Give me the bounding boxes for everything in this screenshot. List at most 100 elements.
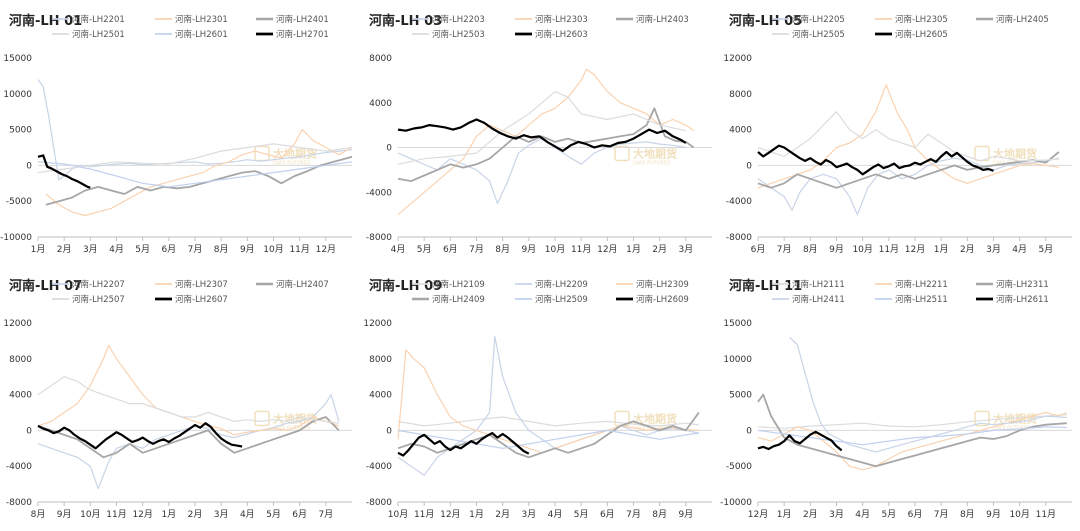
series-line-河南-LH2503 xyxy=(397,90,686,165)
watermark-icon xyxy=(614,145,630,162)
series-line-河南-LH2411 xyxy=(788,336,1067,453)
series-line-河南-LH2309 xyxy=(397,349,699,454)
legend-label: 河南-LH2409 xyxy=(432,294,485,305)
legend-item: 河南-LH2211 xyxy=(875,279,948,290)
y-tick-label: -4000 xyxy=(726,197,752,207)
x-tick-label: 12月 xyxy=(905,244,925,255)
legend-item: 河南-LH2609 xyxy=(616,294,689,305)
series-line-河南-LH2205 xyxy=(757,157,1060,216)
watermark-icon xyxy=(974,410,990,427)
legend-item: 河南-LH2311 xyxy=(976,279,1049,290)
y-tick-label: -8000 xyxy=(366,498,392,508)
legend-label: 河南-LH2311 xyxy=(996,279,1049,290)
series-line-河南-LH2603 xyxy=(397,118,687,152)
y-tick-label: 15000 xyxy=(3,54,32,64)
y-tick-label: 0 xyxy=(26,426,32,436)
series-line-河南-LH2203 xyxy=(397,138,686,204)
x-tick-label: 3月 xyxy=(214,509,229,520)
watermark-icon xyxy=(254,410,270,427)
x-tick-label: 4月 xyxy=(240,509,255,520)
legend-label: 河南-LH2503 xyxy=(432,29,485,40)
x-tick-label: 1月 xyxy=(777,509,792,520)
y-tick-label: 0 xyxy=(26,161,32,171)
x-tick-label: 10月 xyxy=(263,244,283,255)
y-tick-label: -10000 xyxy=(0,233,32,243)
legend-item: 河南-LH2405 xyxy=(976,14,1049,25)
x-tick-label: 9月 xyxy=(57,509,72,520)
x-tick-label: 8月 xyxy=(652,509,667,520)
y-tick-label: 0 xyxy=(746,426,752,436)
legend-label: 河南-LH2305 xyxy=(895,14,948,25)
y-tick-label: 4000 xyxy=(729,126,752,136)
series-line-河南-LH2501 xyxy=(37,143,353,174)
x-tick-label: 12月 xyxy=(748,509,768,520)
x-tick-label: 8月 xyxy=(803,244,818,255)
x-tick-label: 4月 xyxy=(391,244,406,255)
x-tick-label: 12月 xyxy=(132,509,152,520)
legend-item: 河南-LH2111 xyxy=(772,279,845,290)
x-tick-label: 9月 xyxy=(986,509,1001,520)
legend-item: 河南-LH2511 xyxy=(875,294,948,305)
series-line-河南-LH2303 xyxy=(397,68,695,216)
watermark-text: 大地期货 xyxy=(993,146,1037,160)
y-tick-label: 8000 xyxy=(369,355,392,365)
chart-title: 河南-LH 07 xyxy=(9,278,82,294)
y-tick-label: 12000 xyxy=(723,54,752,64)
x-tick-label: 3月 xyxy=(678,244,693,255)
legend-item: 河南-LH2503 xyxy=(412,29,485,40)
series-line-河南-LH2701 xyxy=(37,154,91,189)
x-tick-label: 6月 xyxy=(443,244,458,255)
chart-title: 河南-LH 11 xyxy=(729,278,802,294)
series-line-河南-LH2509 xyxy=(397,429,699,449)
chart-panel-3: 河南-LH 05 大地期货 DADI FUTURES 12000 8000 4000 0 -4… xyxy=(720,0,1080,265)
x-tick-label: 7月 xyxy=(469,244,484,255)
series-line-河南-LH2201 xyxy=(37,79,353,181)
y-tick-label: 12000 xyxy=(3,319,32,329)
series-line-河南-LH2305 xyxy=(757,84,1059,189)
x-tick-label: 8月 xyxy=(960,509,975,520)
x-tick-label: 4月 xyxy=(109,244,124,255)
x-tick-label: 2月 xyxy=(495,509,510,520)
legend-item: 河南-LH2401 xyxy=(256,14,329,25)
x-tick-label: 2月 xyxy=(57,244,72,255)
legend-item: 河南-LH2505 xyxy=(772,29,845,40)
x-tick-label: 1月 xyxy=(626,244,641,255)
series-line-河南-LH2311 xyxy=(757,393,1067,468)
chart-panel-1: 河南-LH 01 大地期货 DADI FUTURES 15000 10000 5000 0 -… xyxy=(0,0,360,265)
x-tick-label: 5月 xyxy=(574,509,589,520)
legend-label: 河南-LH2611 xyxy=(996,294,1049,305)
watermark-text: 大地期货 xyxy=(633,411,677,425)
legend-label: 河南-LH2509 xyxy=(535,294,588,305)
legend-item: 河南-LH2605 xyxy=(875,29,948,40)
x-tick-label: 11月 xyxy=(289,244,309,255)
x-tick-label: 10月 xyxy=(852,244,872,255)
x-tick-label: 10月 xyxy=(545,244,565,255)
legend-label: 河南-LH2601 xyxy=(175,29,228,40)
x-tick-label: 4月 xyxy=(548,509,563,520)
series-line-河南-LH2611 xyxy=(757,430,843,452)
x-tick-label: 10月 xyxy=(388,509,408,520)
x-tick-label: 5月 xyxy=(881,509,896,520)
legend-item: 河南-LH2701 xyxy=(256,29,329,40)
legend-item: 河南-LH2611 xyxy=(976,294,1049,305)
legend-item: 河南-LH2203 xyxy=(412,14,485,25)
x-tick-label: 5月 xyxy=(135,244,150,255)
x-tick-label: 9月 xyxy=(829,244,844,255)
y-tick-label: 0 xyxy=(386,426,392,436)
legend-item: 河南-LH2507 xyxy=(52,294,125,305)
y-tick-label: 0 xyxy=(746,161,752,171)
legend-item: 河南-LH2509 xyxy=(515,294,588,305)
x-tick-label: 2月 xyxy=(188,509,203,520)
x-tick-label: 1月 xyxy=(934,244,949,255)
legend-item: 河南-LH2301 xyxy=(155,14,228,25)
y-tick-label: -8000 xyxy=(366,233,392,243)
x-tick-label: 9月 xyxy=(521,244,536,255)
y-tick-label: 4000 xyxy=(9,391,32,401)
chart-panel-4: 河南-LH 07 大地期货 DADI FUTURES 12000 8000 4000 0 -4… xyxy=(0,265,360,530)
legend-label: 河南-LH2403 xyxy=(636,14,689,25)
legend-label: 河南-LH2207 xyxy=(72,279,125,290)
legend-label: 河南-LH2309 xyxy=(636,279,689,290)
